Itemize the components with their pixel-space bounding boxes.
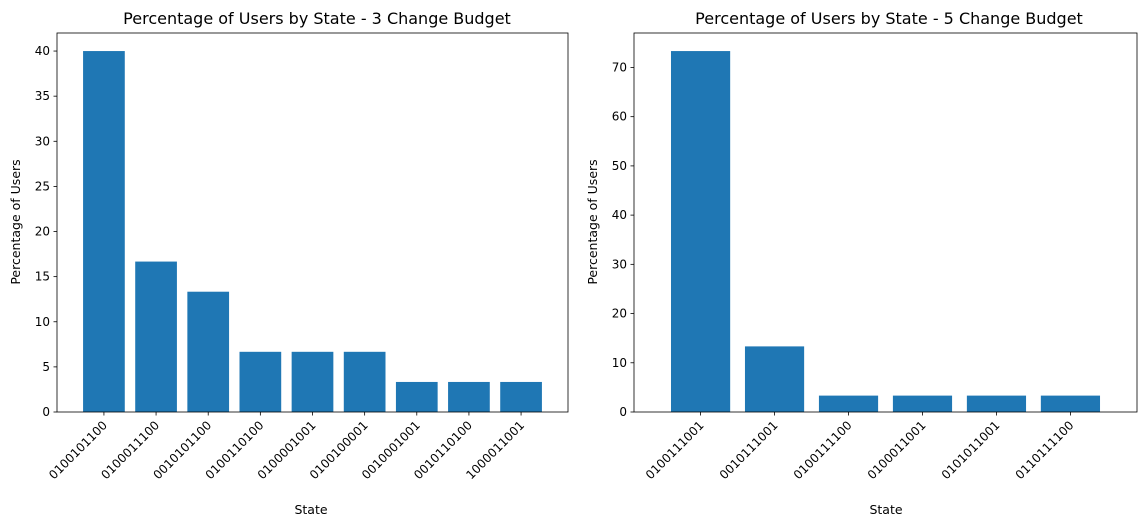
y-tick-label-left: 30: [35, 134, 50, 148]
x-tick-label-right: 0101011001: [939, 418, 1003, 482]
bar-right-0100111001: [670, 51, 731, 413]
chart-title-right: Percentage of Users by State - 5 Change …: [695, 9, 1083, 28]
bar-left-0100011100: [135, 261, 177, 412]
x-axis-label-left: State: [294, 502, 327, 517]
bar-left-0010001001: [395, 381, 438, 412]
y-tick-label-right: 0: [619, 405, 627, 419]
y-tick-label-left: 35: [35, 89, 50, 103]
y-tick-label-left: 15: [35, 270, 50, 284]
y-axis-label-left: Percentage of Users: [8, 159, 23, 284]
y-tick-label-right: 30: [612, 257, 627, 271]
y-tick-label-right: 10: [612, 356, 627, 370]
y-tick-label-left: 40: [35, 44, 50, 58]
y-tick-label-right: 70: [612, 60, 627, 74]
bar-right-0010111001: [744, 346, 805, 412]
y-tick-label-right: 50: [612, 159, 627, 173]
x-axis-label-right: State: [869, 502, 902, 517]
chart-title-left: Percentage of Users by State - 3 Change …: [123, 9, 511, 28]
bar-right-0100111100: [818, 395, 879, 412]
bar-right-0110111100: [1040, 395, 1101, 412]
bar-left-0010110100: [448, 381, 490, 412]
x-tick-label-right: 0110111100: [1013, 418, 1077, 482]
bar-left-0100100001: [343, 351, 386, 412]
bar-left-0100110100: [239, 351, 282, 412]
bar-left-0100101100: [83, 51, 125, 413]
x-tick-label-right: 0100111100: [791, 418, 855, 482]
x-tick-label-right: 0100011001: [865, 418, 929, 482]
bar-left-1000011001: [500, 381, 542, 412]
x-tick-label-right: 0100111001: [643, 418, 707, 482]
bar-left-0010101100: [187, 291, 230, 412]
axes-frame-right: [633, 32, 1138, 413]
y-tick-label-right: 60: [612, 110, 627, 124]
bar-right-0101011001: [966, 395, 1027, 412]
y-tick-label-right: 20: [612, 307, 627, 321]
y-tick-label-right: 40: [612, 208, 627, 222]
y-tick-label-left: 5: [42, 360, 50, 374]
chart-left: Percentage of Users by State - 3 Change …: [8, 9, 569, 517]
plot-area-left: 0510152025303540010010110001000111000010…: [35, 32, 569, 482]
chart-right: Percentage of Users by State - 5 Change …: [585, 9, 1138, 517]
plot-area-right: 0 10 20 30 40 50 60 70 0100111001 0010111001 01001…: [612, 32, 1138, 482]
bar-right-0100011001: [892, 395, 953, 412]
y-tick-label-left: 25: [35, 179, 50, 193]
x-tick-label-right: 0010111001: [717, 418, 781, 482]
bar-left-0100001001: [291, 351, 334, 412]
y-tick-label-left: 20: [35, 225, 50, 239]
y-axis-label-right: Percentage of Users: [585, 159, 600, 284]
y-tick-label-left: 10: [35, 315, 50, 329]
y-tick-label-left: 0: [42, 405, 50, 419]
